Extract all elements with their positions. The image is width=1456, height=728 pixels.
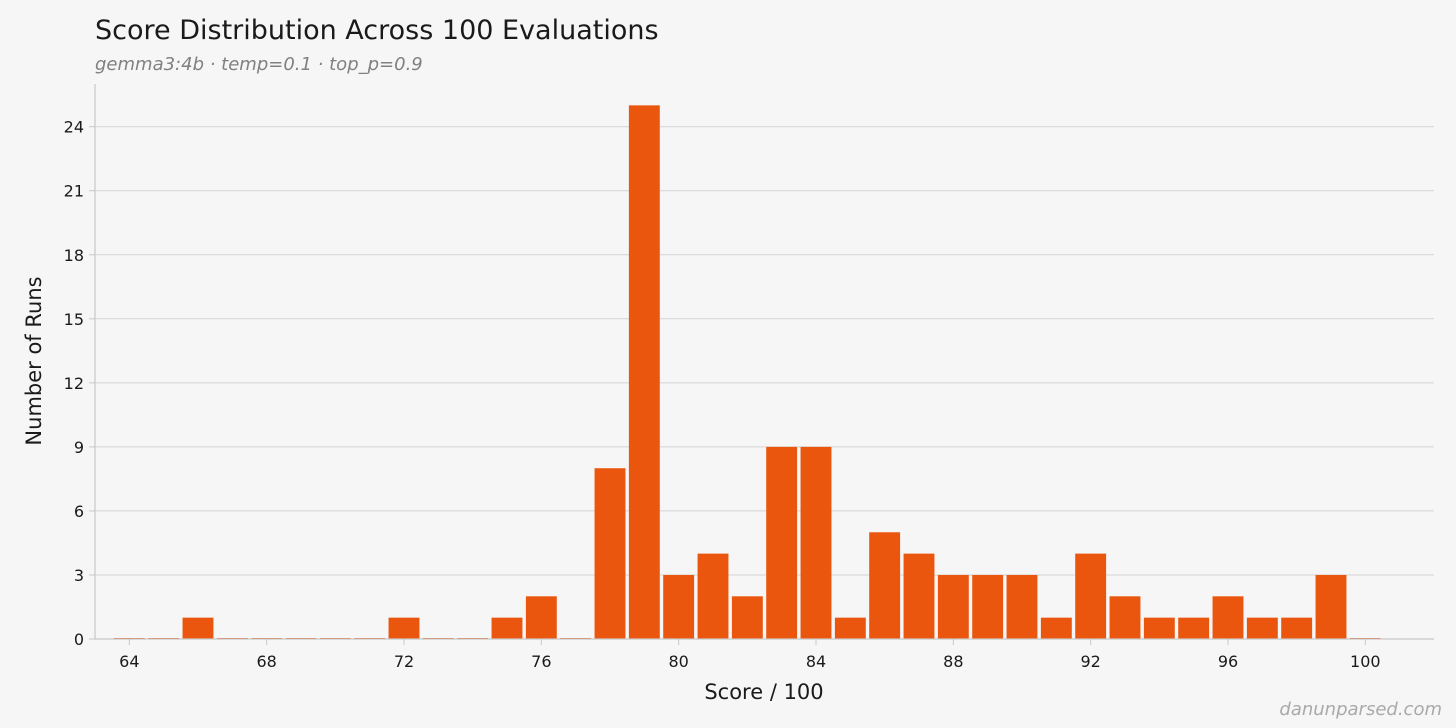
- x-tick-label: 76: [531, 652, 551, 671]
- bar: [869, 532, 901, 639]
- y-tick-labels: 0 3 6 9 12 15 18 21 24: [64, 118, 84, 649]
- y-tick-label: 12: [64, 374, 84, 393]
- bar: [525, 596, 557, 639]
- y-tick-label: 0: [74, 630, 84, 649]
- y-tick-label: 15: [64, 310, 84, 329]
- x-tick-label: 64: [119, 652, 139, 671]
- y-axis-title: Number of Runs: [22, 276, 46, 445]
- axes: [89, 84, 1434, 645]
- y-tick-label: 9: [74, 438, 84, 457]
- x-tick-label: 92: [1080, 652, 1100, 671]
- x-tick-label: 88: [943, 652, 963, 671]
- bar: [1315, 574, 1347, 639]
- bar: [388, 617, 420, 639]
- y-tick-label: 21: [64, 182, 84, 201]
- x-axis-title: Score / 100: [704, 680, 823, 704]
- bar: [1075, 553, 1107, 639]
- x-tick-label: 72: [394, 652, 414, 671]
- x-tick-labels: 64 68 72 76 80 84 88 92 96 100: [119, 652, 1380, 671]
- y-tick-label: 18: [64, 246, 84, 265]
- bar: [628, 105, 660, 640]
- x-tick-label: 84: [806, 652, 826, 671]
- x-tick-label: 100: [1350, 652, 1381, 671]
- bar: [697, 553, 729, 639]
- bar: [834, 617, 866, 639]
- bar: [1246, 617, 1278, 639]
- bar: [1212, 596, 1244, 639]
- bar: [1143, 617, 1175, 639]
- chart-title: Score Distribution Across 100 Evaluation…: [95, 15, 659, 46]
- bar: [731, 596, 763, 639]
- gridlines: [95, 126, 1434, 576]
- bar: [1109, 596, 1141, 639]
- y-tick-label: 24: [64, 118, 84, 137]
- bar: [1006, 574, 1038, 639]
- bar: [1040, 617, 1072, 639]
- bar: [594, 468, 626, 639]
- y-tick-label: 3: [74, 566, 84, 585]
- bar: [1178, 617, 1210, 639]
- y-tick-label: 6: [74, 502, 84, 521]
- x-tick-label: 68: [256, 652, 276, 671]
- x-tick-label: 96: [1218, 652, 1238, 671]
- x-tick-label: 80: [668, 652, 688, 671]
- watermark: danunparsed.com: [1279, 699, 1442, 720]
- bar: [800, 446, 832, 639]
- bars: [113, 105, 1381, 640]
- bar: [663, 574, 695, 639]
- bar: [1281, 617, 1313, 639]
- chart-subtitle: gemma3:4b · temp=0.1 · top_p=0.9: [95, 54, 423, 75]
- bar: [491, 617, 523, 639]
- bar: [766, 446, 798, 639]
- bar: [182, 617, 214, 639]
- bar: [937, 574, 969, 639]
- bar: [972, 574, 1004, 639]
- bar: [903, 553, 935, 639]
